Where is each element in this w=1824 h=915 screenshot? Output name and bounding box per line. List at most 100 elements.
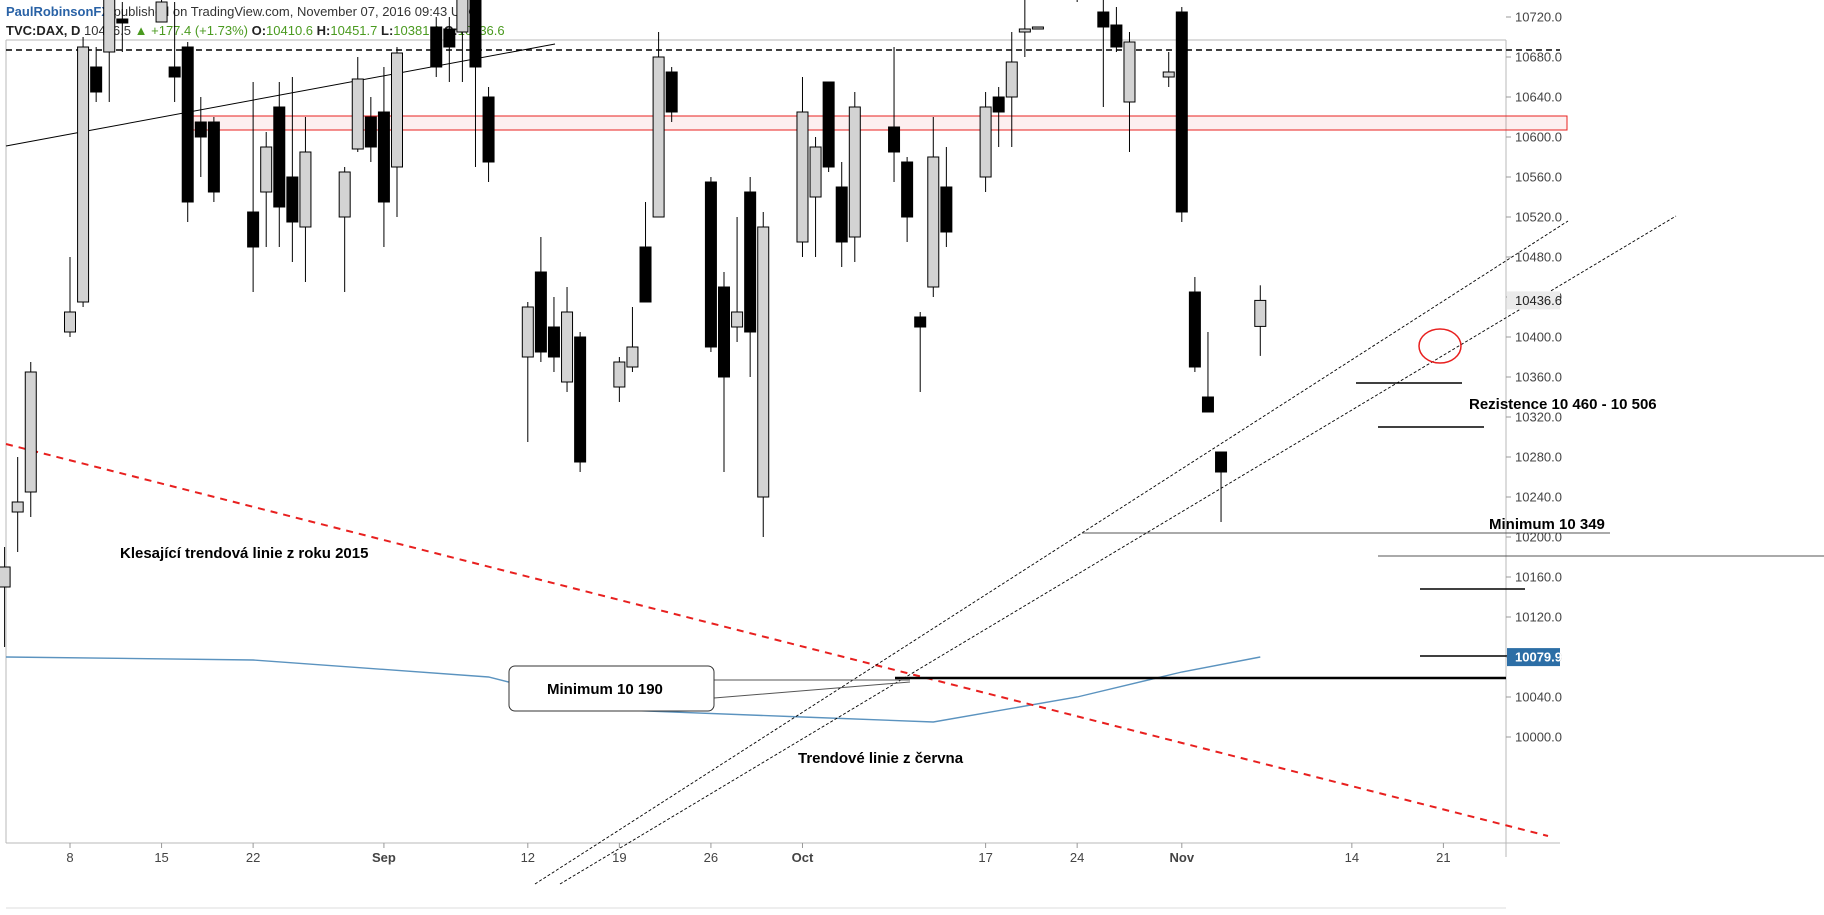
price-axis[interactable]: 10840.010800.010760.010720.010680.010640… — [1506, 0, 1562, 745]
candle[interactable] — [338, 167, 351, 292]
candle[interactable] — [482, 87, 495, 182]
candle-body — [116, 18, 129, 24]
candle[interactable] — [1110, 7, 1123, 52]
candle-body — [665, 71, 678, 113]
candle[interactable] — [1005, 32, 1018, 147]
candle[interactable] — [299, 117, 312, 282]
candle[interactable] — [377, 67, 390, 247]
candle[interactable] — [1254, 285, 1267, 356]
candle[interactable] — [521, 302, 534, 442]
candle-body — [914, 316, 927, 328]
publisher-link[interactable]: PaulRobinsonFX — [6, 4, 110, 19]
candle[interactable] — [456, 0, 469, 82]
candle-body — [155, 1, 168, 23]
candle[interactable] — [534, 237, 547, 362]
candle[interactable] — [652, 32, 665, 218]
candle[interactable] — [260, 132, 273, 247]
time-tick-label: 12 — [521, 850, 535, 865]
candle[interactable] — [1123, 32, 1136, 152]
candle[interactable] — [64, 257, 76, 337]
candle-body — [574, 336, 587, 463]
candle[interactable] — [1072, 0, 1083, 2]
candle[interactable] — [24, 362, 37, 517]
june-trendlines-label: Trendové linie z června — [798, 750, 964, 767]
candle-body — [639, 246, 652, 303]
june-trendline-upper — [559, 215, 1677, 885]
candle-body — [718, 286, 730, 378]
candle[interactable] — [351, 57, 364, 152]
candle[interactable] — [1215, 451, 1228, 522]
ma-price-tag[interactable] — [1507, 648, 1560, 667]
candle[interactable] — [0, 547, 11, 647]
candle-body — [338, 171, 351, 218]
candle[interactable] — [665, 67, 678, 122]
candle[interactable] — [744, 177, 757, 377]
candle[interactable] — [927, 117, 940, 297]
candle[interactable] — [273, 82, 286, 247]
candle[interactable] — [430, 17, 443, 77]
candle[interactable] — [207, 117, 220, 202]
candle[interactable] — [469, 0, 482, 167]
candle[interactable] — [194, 97, 207, 177]
candle[interactable] — [848, 92, 861, 262]
candle[interactable] — [914, 312, 927, 392]
candle-body — [377, 111, 390, 203]
candle[interactable] — [116, 2, 129, 52]
candle[interactable] — [888, 47, 901, 182]
candle[interactable] — [103, 0, 116, 102]
candle[interactable] — [704, 177, 717, 352]
candle[interactable] — [639, 202, 652, 303]
candle[interactable] — [1201, 332, 1214, 413]
candle[interactable] — [992, 87, 1005, 147]
candle[interactable] — [626, 307, 639, 372]
candle[interactable] — [181, 42, 194, 222]
candle-body — [247, 211, 260, 248]
open-value: 10410.6 — [266, 23, 314, 38]
candle[interactable] — [168, 2, 181, 102]
candle[interactable] — [757, 212, 770, 537]
last-price-tag[interactable] — [1507, 291, 1560, 310]
candle[interactable] — [613, 357, 626, 402]
open-label: O: — [251, 23, 267, 38]
time-tick-label: 26 — [704, 850, 718, 865]
time-tick-label: 8 — [66, 850, 73, 865]
candle[interactable] — [1162, 52, 1175, 87]
resistance-label: Rezistence 10 460 - 10 506 — [1469, 396, 1657, 413]
price-tick-label: 10240.0 — [1515, 490, 1562, 505]
time-axis[interactable]: 8 15 22 Sep 12 19 26 Oct 17 24 Nov 14 21 — [66, 843, 1451, 865]
candle[interactable] — [11, 457, 24, 552]
candle[interactable] — [574, 332, 587, 472]
symbol-label[interactable]: TVC:DAX, D — [6, 23, 81, 38]
candle-body — [1162, 71, 1175, 78]
candle[interactable] — [835, 162, 848, 267]
candle[interactable] — [809, 137, 822, 257]
candles[interactable] — [0, 0, 1267, 647]
candle[interactable] — [90, 47, 103, 102]
candle[interactable] — [286, 77, 299, 262]
candle-body — [901, 161, 914, 218]
candle-body — [24, 371, 37, 493]
candle[interactable] — [718, 272, 730, 472]
candle[interactable] — [247, 82, 260, 292]
candle[interactable] — [822, 81, 835, 172]
candle-body — [273, 106, 286, 208]
price-tick-label: 10000.0 — [1515, 730, 1562, 745]
candle[interactable] — [1097, 0, 1110, 107]
candle[interactable] — [391, 47, 403, 217]
candle[interactable] — [364, 97, 377, 162]
candle[interactable] — [901, 157, 914, 242]
candle[interactable] — [940, 147, 953, 247]
candle[interactable] — [561, 287, 574, 392]
candle[interactable] — [796, 77, 809, 257]
candle[interactable] — [155, 0, 168, 23]
candle[interactable] — [1188, 277, 1201, 372]
candle[interactable] — [1175, 7, 1188, 222]
candle[interactable] — [443, 17, 456, 82]
candle[interactable] — [1031, 26, 1044, 30]
candle[interactable] — [731, 217, 744, 342]
candle[interactable] — [979, 92, 992, 192]
candle[interactable] — [1018, 0, 1031, 57]
candle[interactable] — [77, 37, 90, 307]
candle[interactable] — [547, 297, 560, 372]
